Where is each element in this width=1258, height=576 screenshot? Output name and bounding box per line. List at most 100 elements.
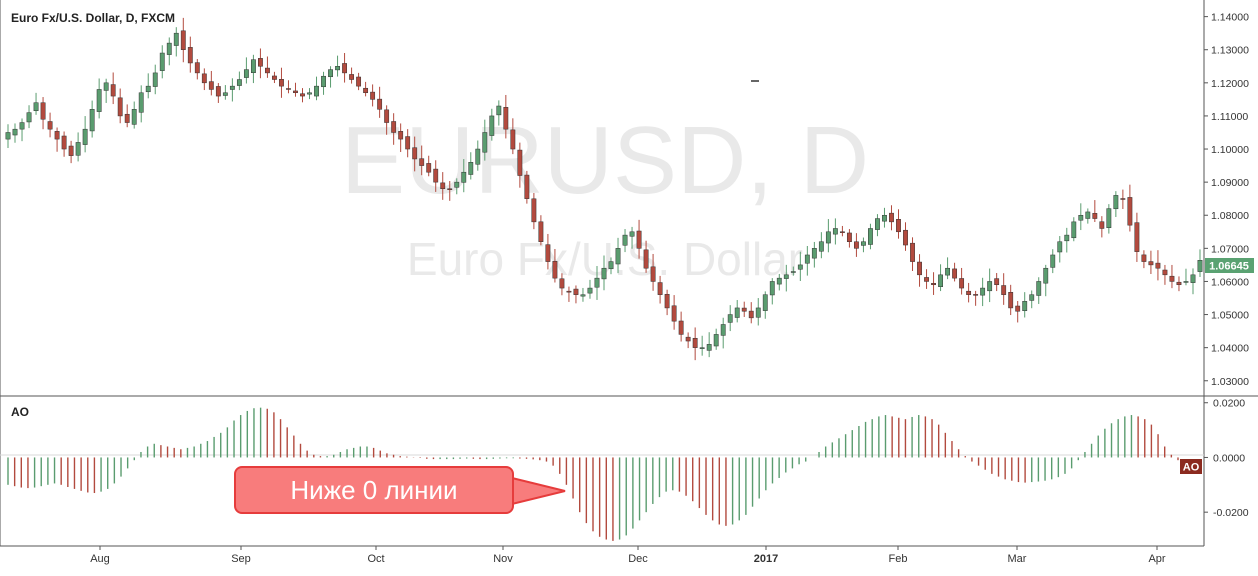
candle xyxy=(727,314,733,323)
ao-tick-label: 0.0000 xyxy=(1213,452,1245,464)
candle xyxy=(1001,285,1007,295)
candle xyxy=(363,87,369,94)
candle xyxy=(398,131,404,140)
price-tick-label: 1.12000 xyxy=(1211,78,1249,90)
candle xyxy=(1085,211,1091,219)
candle xyxy=(117,97,123,117)
candle xyxy=(342,63,347,74)
candle xyxy=(412,147,418,160)
candle xyxy=(818,241,824,252)
candle xyxy=(657,282,663,295)
candle xyxy=(489,115,495,136)
price-tick-label: 1.05000 xyxy=(1211,310,1249,322)
candle xyxy=(82,128,88,145)
candle xyxy=(811,248,817,259)
candle xyxy=(307,92,312,95)
candle xyxy=(917,261,922,276)
candle xyxy=(1141,254,1147,262)
candle xyxy=(250,59,256,73)
time-tick-label: Feb xyxy=(889,553,908,565)
candle xyxy=(187,47,193,64)
candle xyxy=(208,81,214,90)
candle xyxy=(12,128,18,136)
candle xyxy=(748,310,754,319)
candle xyxy=(797,264,803,270)
price-tick-label: 1.10000 xyxy=(1211,144,1249,156)
ao-tick-label: 0.0200 xyxy=(1213,398,1245,410)
price-tick-label: 1.08000 xyxy=(1211,210,1249,222)
candle xyxy=(461,171,467,183)
candle xyxy=(349,74,355,80)
candle xyxy=(692,337,698,348)
candle xyxy=(1015,305,1021,312)
candle xyxy=(889,212,894,223)
candle xyxy=(545,244,551,262)
ao-title: AO xyxy=(11,405,29,419)
candle xyxy=(54,131,60,140)
candle xyxy=(33,102,39,112)
candle xyxy=(1106,208,1112,228)
candle xyxy=(475,148,481,165)
time-tick-label: 2017 xyxy=(754,553,778,565)
candle xyxy=(356,76,362,87)
candle xyxy=(839,231,845,233)
candle xyxy=(959,278,965,289)
candle xyxy=(685,336,691,342)
candle xyxy=(257,58,263,67)
candle xyxy=(159,52,165,71)
candle xyxy=(524,174,530,199)
candle xyxy=(1155,262,1161,269)
candle xyxy=(201,73,207,84)
candle xyxy=(531,198,537,223)
candle xyxy=(573,288,579,295)
candle xyxy=(762,294,768,311)
candle xyxy=(328,69,333,78)
candle xyxy=(650,266,656,282)
price-tick-label: 1.06000 xyxy=(1211,276,1249,288)
time-tick-label: Aug xyxy=(90,553,110,565)
candle xyxy=(678,320,684,335)
last-price-label: 1.06645 xyxy=(1209,261,1249,273)
candle xyxy=(706,344,712,351)
candle xyxy=(419,158,425,166)
candle xyxy=(138,92,144,113)
candle xyxy=(1197,260,1203,272)
candle xyxy=(875,218,880,230)
candle xyxy=(40,102,46,120)
candle xyxy=(265,67,270,74)
candle xyxy=(601,267,607,280)
candle xyxy=(96,89,102,112)
candle xyxy=(103,82,109,91)
candle xyxy=(47,121,53,130)
candle xyxy=(713,334,719,347)
candle xyxy=(222,92,228,96)
candle xyxy=(1008,292,1014,309)
candle xyxy=(994,278,1000,286)
candle xyxy=(215,86,221,97)
time-tick-label: Sep xyxy=(231,553,251,565)
candle xyxy=(1190,274,1196,283)
candle xyxy=(790,271,796,273)
candle xyxy=(741,307,747,312)
candle xyxy=(1134,222,1140,252)
candle xyxy=(517,149,523,176)
candle xyxy=(671,305,677,322)
candle xyxy=(61,135,67,150)
time-tick-label: Oct xyxy=(367,553,384,565)
candle xyxy=(5,132,11,140)
candle xyxy=(286,88,291,90)
callout-arrow xyxy=(511,476,566,506)
candle xyxy=(391,121,397,133)
candle xyxy=(755,307,761,318)
candle xyxy=(1099,221,1105,229)
candle xyxy=(931,283,936,286)
candle xyxy=(566,290,572,293)
candle xyxy=(321,75,326,88)
candle xyxy=(1176,281,1182,286)
candle xyxy=(384,109,390,123)
candle xyxy=(938,274,943,287)
candle xyxy=(804,254,810,264)
candle xyxy=(75,142,81,156)
candle xyxy=(173,32,179,46)
